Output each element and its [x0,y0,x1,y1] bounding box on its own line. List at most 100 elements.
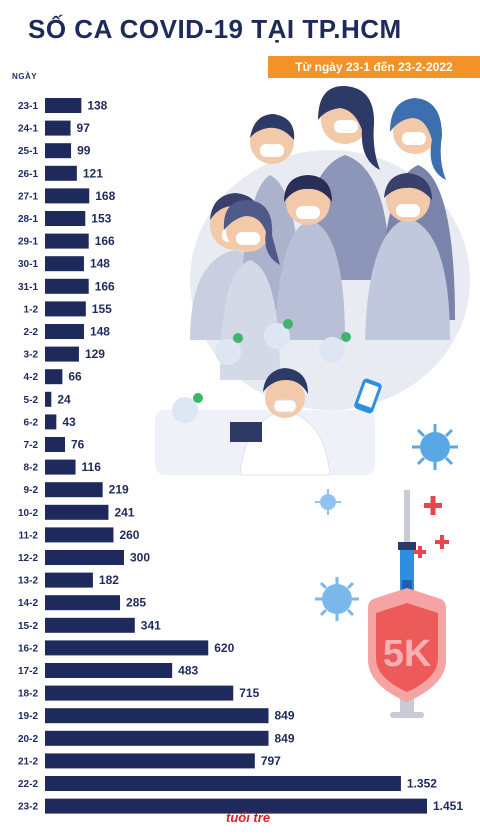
bar [45,459,76,475]
category-label: 4-2 [24,372,39,383]
value-label: 715 [239,686,259,700]
bar [45,324,84,339]
value-label: 1.451 [433,799,463,813]
category-label: 9-2 [24,485,39,496]
bar [45,482,103,498]
category-label: 16-2 [18,643,38,654]
bar [45,143,72,159]
value-label: 849 [275,709,295,723]
date-range-badge: Từ ngày 23-1 đến 23-2-2022 [268,56,480,78]
value-label: 97 [77,121,91,135]
masked-people-illustration [190,85,470,410]
category-label: 14-2 [18,598,38,609]
shield-icon: 5K [368,588,446,702]
shield-badge-text: 5K [383,633,432,675]
category-label: 1-2 [24,304,39,315]
virus-icon [315,424,458,621]
category-label: 11-2 [19,530,39,541]
value-label: 168 [95,189,115,203]
value-label: 483 [178,664,198,678]
value-label: 148 [90,325,110,339]
category-label: 31-1 [18,282,38,293]
value-label: 285 [126,596,146,610]
bar [45,391,52,407]
value-label: 849 [275,731,295,745]
category-label: 29-1 [18,237,38,248]
category-label: 6-2 [24,417,39,428]
category-label: 24-1 [18,124,38,135]
bar [45,776,401,791]
bar [45,798,427,814]
value-label: 620 [214,641,234,655]
value-label: 129 [85,347,105,361]
bar [45,346,79,362]
value-label: 153 [91,212,111,226]
value-label: 166 [95,279,115,293]
category-label: 27-1 [18,191,38,202]
value-label: 1.352 [407,777,437,791]
bar [45,165,77,181]
category-label: 26-1 [18,169,38,180]
value-label: 155 [92,302,112,316]
bar [45,708,269,724]
category-label: 23-2 [18,802,38,813]
value-label: 138 [87,99,107,113]
category-label: 18-2 [18,689,38,700]
value-label: 99 [77,144,91,158]
doctor-icon [155,368,375,476]
category-label: 23-1 [18,101,38,112]
value-label: 148 [90,257,110,271]
covid-illustration: 5K [155,85,470,718]
value-label: 260 [119,528,139,542]
bar [45,685,234,701]
value-label: 24 [57,392,71,406]
bar [45,730,269,746]
bar [45,301,86,317]
y-axis-label: NGÀY [12,72,38,81]
value-label: 76 [71,438,85,452]
bar [45,753,255,769]
value-label: 241 [114,505,134,519]
category-label: 3-2 [24,350,39,361]
bar [45,369,63,385]
value-label: 66 [68,370,82,384]
value-label: 182 [99,573,119,587]
category-label: 12-2 [18,553,38,564]
value-label: 341 [141,618,161,632]
bar [45,233,89,249]
category-label: 5-2 [24,395,39,406]
category-label: 20-2 [18,734,38,745]
category-label: 13-2 [18,576,38,587]
bar [45,256,84,272]
category-label: 17-2 [18,666,38,677]
value-label: 300 [130,551,150,565]
bar [45,211,86,226]
category-label: 28-1 [18,214,38,225]
value-label: 219 [109,483,129,497]
bar [45,437,66,452]
bar [45,663,173,678]
bar [45,414,57,430]
category-label: 7-2 [24,440,39,451]
bar [45,640,209,656]
bar [45,527,114,543]
check-icon [172,319,351,423]
category-label: 21-2 [18,756,38,767]
page-title: SỐ CA COVID-19 TẠI TP.HCM [28,14,402,44]
bar [45,188,90,204]
category-label: 15-2 [18,621,38,632]
bar [45,278,89,294]
bar [45,120,71,136]
bar [45,617,135,633]
category-label: 8-2 [24,463,39,474]
value-label: 166 [95,234,115,248]
value-label: 121 [83,166,103,180]
smartphone-icon [354,378,382,414]
category-label: 30-1 [18,259,38,270]
category-label: 22-2 [18,779,38,790]
category-label: 19-2 [18,711,38,722]
category-label: 10-2 [18,508,38,519]
value-label: 116 [82,460,102,474]
value-label: 797 [261,754,281,768]
